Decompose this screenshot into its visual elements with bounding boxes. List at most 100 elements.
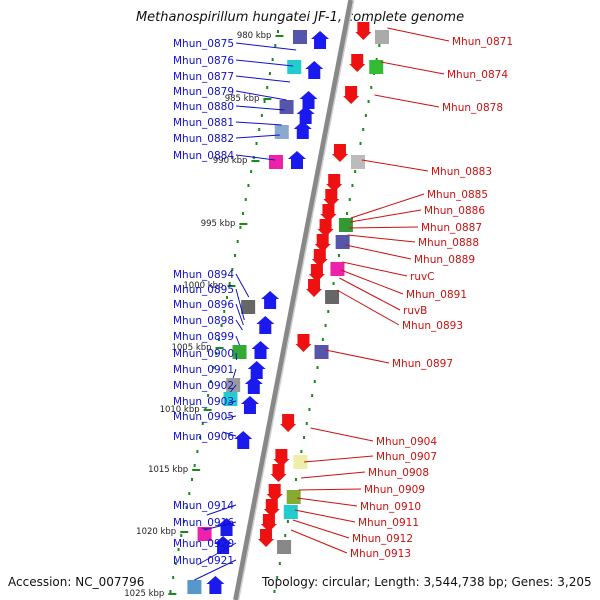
left-tick-dot	[236, 240, 239, 243]
left-tick-dot	[239, 226, 242, 229]
right-tick-dot	[348, 198, 351, 201]
right-leader-line	[348, 226, 419, 229]
cog-color-box	[369, 60, 384, 74]
cog-color-box	[269, 155, 283, 169]
right-tick-dot	[273, 590, 276, 593]
right-tick-dot	[278, 562, 281, 565]
left-tick-dot	[185, 506, 188, 509]
cog-color-box	[226, 378, 241, 392]
right-leader-line	[380, 61, 445, 75]
cog-color-box	[241, 300, 256, 314]
right-tick-dot	[337, 254, 340, 257]
left-leader-line	[235, 42, 297, 51]
cog-color-box	[325, 290, 340, 304]
right-tick-dot	[362, 128, 365, 131]
right-tick-dot	[308, 408, 311, 411]
right-tick-dot	[375, 58, 378, 61]
right-tick-dot	[364, 114, 367, 117]
cog-color-box	[232, 345, 247, 359]
left-gene-label: Mhun_0902	[173, 380, 234, 392]
right-leader-line	[290, 529, 348, 554]
reverse-gene-arrow	[320, 204, 337, 222]
forward-gene-arrow	[206, 576, 225, 594]
left-tick-dot	[220, 324, 223, 327]
kbp-label: 1025 kbp	[124, 589, 164, 599]
left-leader-line	[235, 134, 280, 139]
left-gene-label: Mhun_0880	[173, 101, 234, 113]
left-gene-label: Mhun_0884	[173, 150, 234, 162]
left-leader-line	[235, 288, 245, 321]
kbp-label: 1015 kbp	[148, 465, 188, 475]
left-tick-dot	[225, 296, 228, 299]
forward-gene-arrow	[217, 518, 236, 536]
left-tick-dot	[260, 114, 263, 117]
cog-color-box	[375, 30, 389, 44]
right-tick-dot	[324, 324, 327, 327]
kbp-label: 1020 kbp	[136, 527, 176, 537]
right-leader-line	[297, 497, 358, 507]
right-leader-line	[336, 289, 400, 326]
left-gene-label: Mhun_0899	[173, 331, 234, 343]
reverse-gene-arrow	[331, 144, 348, 162]
left-leader-line	[230, 384, 237, 393]
right-tick-dot	[276, 576, 279, 579]
left-tick-dot	[263, 100, 266, 103]
cog-color-box	[197, 527, 212, 541]
left-tick-dot	[207, 394, 210, 397]
reverse-gene-arrow	[306, 279, 323, 297]
left-leader-line	[235, 121, 282, 126]
left-leader-line	[235, 75, 291, 83]
right-gene-label: Mhun_0891	[406, 289, 467, 301]
right-leader-line	[347, 234, 416, 243]
right-tick-dot	[316, 366, 319, 369]
left-tick-dot	[258, 128, 261, 131]
left-leader-line	[235, 273, 250, 298]
right-gene-label: Mhun_0883	[431, 166, 492, 178]
left-tick-dot	[180, 534, 183, 537]
genome-backbone-shadow	[237, 0, 355, 600]
forward-gene-arrow	[311, 31, 330, 49]
kbp-label: 990 kbp	[213, 156, 248, 166]
cog-color-box	[330, 262, 345, 276]
right-gene-label: Mhun_0913	[350, 548, 411, 560]
right-leader-line	[292, 519, 350, 539]
right-tick-dot	[294, 478, 297, 481]
forward-gene-arrow	[256, 316, 275, 334]
forward-gene-arrow	[234, 431, 253, 449]
left-gene-label: Mhun_0921	[173, 555, 234, 567]
reverse-gene-arrow	[343, 86, 360, 104]
forward-gene-arrow	[240, 396, 259, 414]
right-gene-label: Mhun_0911	[358, 517, 419, 529]
right-tick-dot	[305, 422, 308, 425]
left-tick-dot	[217, 338, 220, 341]
forward-gene-arrow	[293, 121, 312, 139]
left-tick-dot	[172, 576, 175, 579]
right-tick-dot	[284, 534, 287, 537]
left-tick-dot	[215, 352, 218, 355]
left-tick-dot	[196, 450, 199, 453]
left-gene-label: Mhun_0903	[173, 396, 234, 408]
cog-color-box	[335, 235, 350, 249]
left-leader-line	[228, 400, 237, 404]
left-tick-dot	[231, 268, 234, 271]
left-tick-dot	[228, 282, 231, 285]
left-gene-label: Mhun_0920	[173, 538, 234, 550]
right-leader-line	[350, 193, 425, 219]
right-tick-dot	[346, 212, 349, 215]
forward-gene-arrow	[251, 341, 270, 359]
right-tick-dot	[321, 338, 324, 341]
right-tick-dot	[332, 282, 335, 285]
reverse-gene-arrow	[258, 529, 275, 547]
cog-color-box	[286, 490, 301, 504]
forward-gene-arrow	[299, 91, 318, 109]
forward-gene-arrow	[247, 361, 266, 379]
right-gene-label: Mhun_0909	[364, 484, 425, 496]
left-tick-dot	[177, 548, 180, 551]
left-leader-line	[222, 431, 237, 437]
reverse-gene-arrow	[326, 174, 343, 192]
kbp-label: 1005 kbp	[171, 343, 211, 353]
left-tick-dot	[190, 478, 193, 481]
left-leader-line	[194, 559, 237, 581]
left-tick-dot	[250, 170, 253, 173]
right-leader-line	[350, 209, 422, 223]
